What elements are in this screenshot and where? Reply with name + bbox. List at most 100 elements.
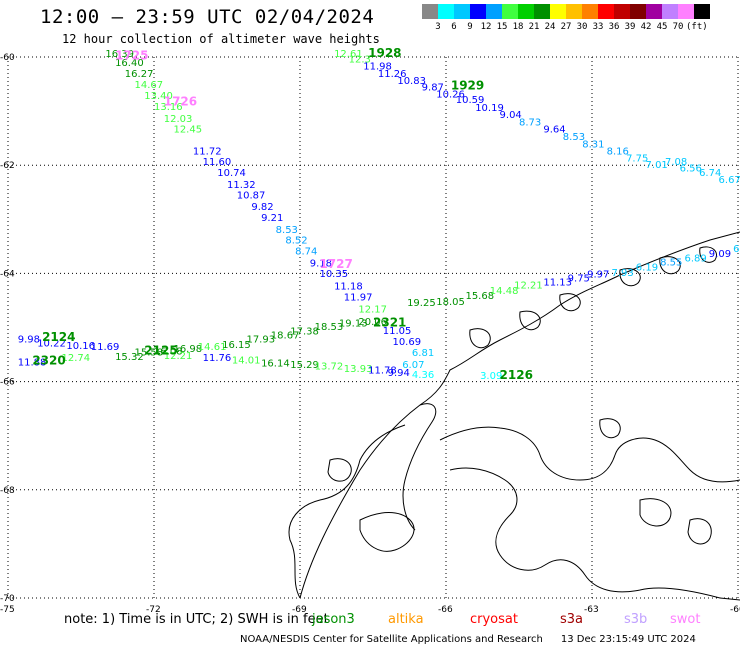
swh-value: 15.58 xyxy=(135,348,164,359)
swh-value: 11.05 xyxy=(383,326,412,337)
scale-label: 3 xyxy=(435,22,441,32)
swh-value: 6.56 xyxy=(680,164,702,175)
swh-value: 10.83 xyxy=(397,76,426,87)
scale-label: 27 xyxy=(560,22,572,32)
pass-time-label: 1726 xyxy=(164,95,197,109)
swh-value: 9.97 xyxy=(587,270,609,281)
swh-value: 14.48 xyxy=(490,286,519,297)
scale-swatch-10 xyxy=(582,4,598,19)
swh-value: 3.09 xyxy=(480,371,502,382)
scale-swatch-1 xyxy=(438,4,454,19)
scale-label: 6 xyxy=(451,22,457,32)
scale-swatch-2 xyxy=(454,4,470,19)
scale-swatch-11 xyxy=(598,4,614,19)
scale-label: 42 xyxy=(640,22,652,32)
scale-label: 24 xyxy=(544,22,556,32)
swh-value: 20.06 xyxy=(358,317,387,328)
scale-swatch-12 xyxy=(614,4,630,19)
swh-value: 14.01 xyxy=(232,356,261,367)
lat-lon-grid: -60 -62 -64 -66 -68 -70-75 -72 -69 -66 -63 -60 xyxy=(0,53,740,615)
swh-value: 9.94 xyxy=(388,368,410,379)
swh-value: 4.36 xyxy=(412,370,434,381)
pass-time-label: 2124 xyxy=(42,330,75,344)
swh-value: 14.67 xyxy=(135,80,164,91)
swh-value: 12.17 xyxy=(358,304,387,315)
scale-swatch-14 xyxy=(646,4,662,19)
swh-value: 11.98 xyxy=(363,61,392,72)
swh-value: 9.75 xyxy=(568,274,590,285)
scale-swatch-5 xyxy=(502,4,518,19)
swh-value: 6.81 xyxy=(412,348,434,359)
swh-value: 8.31 xyxy=(582,139,604,150)
swh-value: 10.16 xyxy=(66,341,95,352)
swh-value: 9.21 xyxy=(261,213,283,224)
scale-swatch-17 xyxy=(694,4,710,19)
pass-time-label: 1725 xyxy=(115,49,148,63)
swh-value: 19.25 xyxy=(407,298,436,309)
lon-label: -60 xyxy=(730,605,740,615)
pass-time-label: 1928 xyxy=(368,46,401,60)
scale-label: 18 xyxy=(512,22,524,32)
swh-value: 17.38 xyxy=(290,327,319,338)
scale-swatch-8 xyxy=(550,4,566,19)
scale-swatch-0 xyxy=(422,4,438,19)
swh-value: 10.22 xyxy=(37,338,66,349)
swh-value: 12.45 xyxy=(173,125,202,136)
altimeter-tracks: 16.3916.4016.2714.6713.4013.1612.0312.45… xyxy=(18,49,740,382)
swh-value: 7.01 xyxy=(646,160,668,171)
color-scale-labels: 3 6 9 12 15 18 21 24 27 30 33 36 39 42 45 70 (ft) xyxy=(422,22,710,32)
mission-swot: swot xyxy=(670,612,701,627)
coastline xyxy=(288,231,740,601)
swh-value: 11.60 xyxy=(203,157,232,168)
swh-value: 8.53 xyxy=(563,132,585,143)
swh-value: 11.69 xyxy=(91,342,120,353)
mission-altika: altika xyxy=(388,612,424,627)
swh-value: 13.72 xyxy=(315,362,344,373)
scale-label: 21 xyxy=(528,22,540,32)
swh-value: 6.55 xyxy=(733,244,740,255)
swh-value: 6.07 xyxy=(402,360,424,371)
scale-label: 30 xyxy=(576,22,588,32)
lat-label: -62 xyxy=(0,161,15,171)
pass-time-label: 2321 xyxy=(373,315,406,329)
swh-value: 10.74 xyxy=(217,168,246,179)
swh-value: 9.64 xyxy=(543,125,565,136)
swh-value: 7.93 xyxy=(611,268,633,279)
swh-value: 8.16 xyxy=(607,146,629,157)
footnote: note: 1) Time is in UTC; 2) SWH is in fe… xyxy=(64,612,329,627)
swh-value: 8.73 xyxy=(519,118,541,129)
swh-value: 17.93 xyxy=(246,335,275,346)
swh-value: 8.55 xyxy=(660,257,682,268)
mission-s3a: s3a xyxy=(560,612,584,627)
swh-value: 16.15 xyxy=(222,340,251,351)
lat-label: -60 xyxy=(0,53,15,63)
swh-value: 11.88 xyxy=(18,357,47,368)
swh-value: 15.68 xyxy=(465,291,494,302)
swh-value: 8.74 xyxy=(295,246,317,257)
scale-swatch-6 xyxy=(518,4,534,19)
swh-value: 10.26 xyxy=(436,90,465,101)
lat-label: -64 xyxy=(0,269,15,279)
scale-label: 45 xyxy=(656,22,668,32)
swh-value: 10.69 xyxy=(392,337,421,348)
swh-value: 10.35 xyxy=(319,269,348,280)
map-title: 12:00 – 23:59 UTC 02/04/2024 xyxy=(40,6,375,28)
lat-label: -66 xyxy=(0,378,15,388)
swh-value: 16.14 xyxy=(261,358,290,369)
scale-swatch-15 xyxy=(662,4,678,19)
pass-time-label: 2125 xyxy=(144,344,177,358)
credit-text: NOAA/NESDIS Center for Satellite Applica… xyxy=(240,634,543,645)
lon-label: -66 xyxy=(438,605,453,615)
swh-value: 18.53 xyxy=(315,322,344,333)
pass-time-label: 2126 xyxy=(500,368,533,382)
swh-value: 8.53 xyxy=(276,225,298,236)
swh-value: 11.18 xyxy=(334,282,363,293)
swh-value: 14.61 xyxy=(198,342,227,353)
swh-value: 13.16 xyxy=(154,102,183,113)
pass-time-label: 1929 xyxy=(451,78,484,92)
map-subtitle: 12 hour collection of altimeter wave hei… xyxy=(62,32,380,46)
scale-label: 70 xyxy=(672,22,684,32)
swh-value: 6.89 xyxy=(684,253,706,264)
swh-value: 15.29 xyxy=(290,360,319,371)
